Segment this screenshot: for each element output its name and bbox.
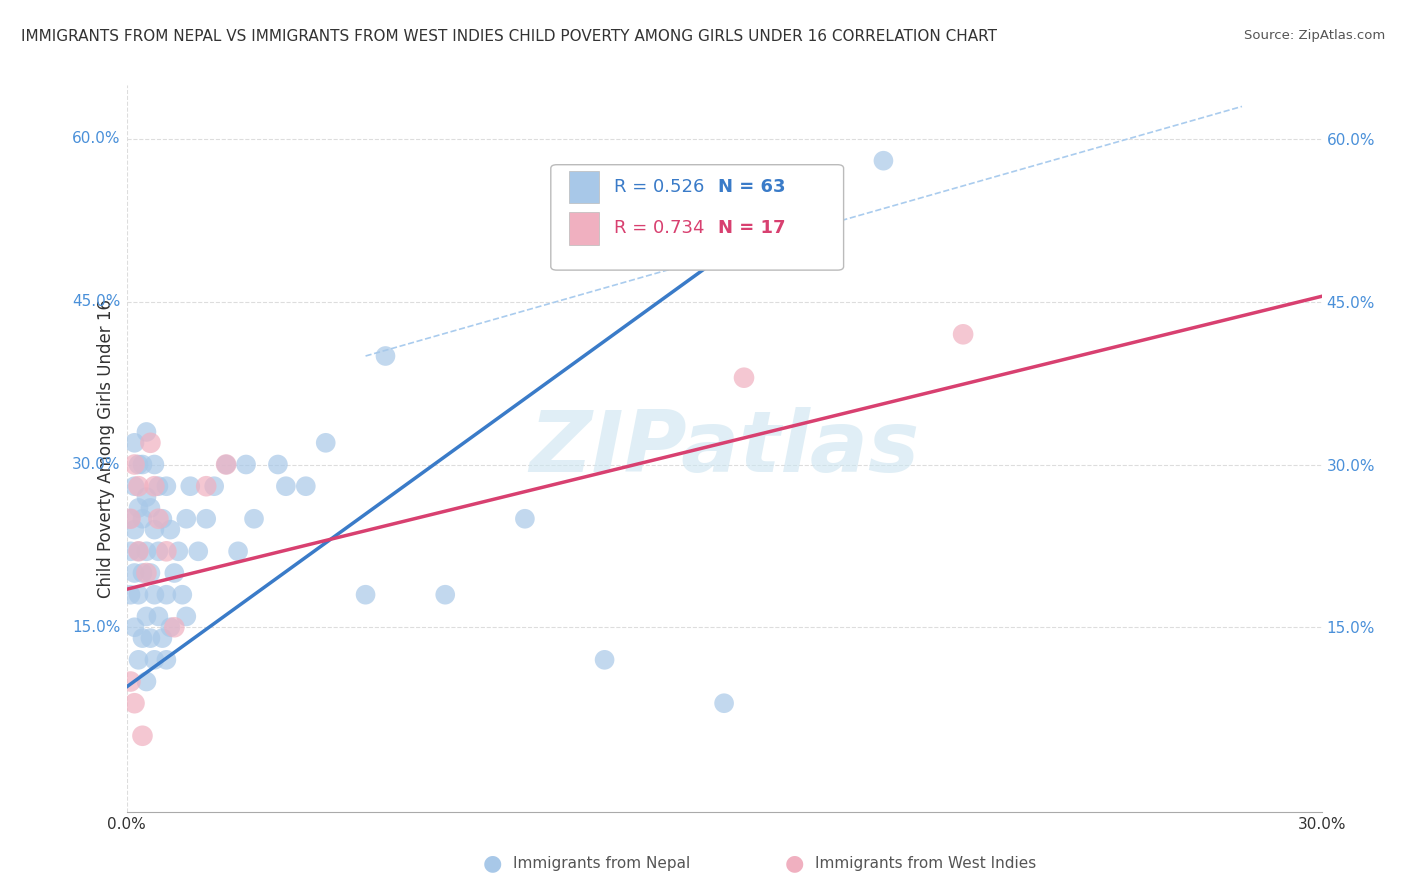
Text: N = 17: N = 17 — [718, 219, 786, 237]
Point — [135, 674, 157, 689]
Point — [148, 609, 170, 624]
Point — [434, 588, 457, 602]
Point — [872, 153, 894, 168]
Point — [150, 512, 174, 526]
Point — [172, 588, 194, 602]
Text: 30.0%: 30.0% — [72, 457, 121, 472]
Point — [713, 696, 735, 710]
Text: R = 0.734: R = 0.734 — [614, 219, 704, 237]
Point — [143, 653, 166, 667]
Point — [155, 479, 177, 493]
Point — [131, 631, 153, 645]
Point — [127, 653, 149, 667]
Point — [124, 620, 146, 634]
Point — [274, 479, 297, 493]
Point — [733, 370, 755, 384]
Text: 45.0%: 45.0% — [72, 294, 121, 310]
Text: Source: ZipAtlas.com: Source: ZipAtlas.com — [1244, 29, 1385, 42]
Point — [215, 458, 238, 472]
Point — [127, 544, 149, 558]
Point — [195, 479, 218, 493]
Point — [131, 512, 153, 526]
Point — [513, 512, 536, 526]
Point — [148, 479, 170, 493]
Point — [124, 696, 146, 710]
Point — [139, 566, 162, 580]
Point — [139, 631, 162, 645]
Point — [124, 566, 146, 580]
Point — [215, 458, 238, 472]
Point — [135, 609, 157, 624]
Point — [135, 490, 157, 504]
Point — [120, 512, 142, 526]
Point — [267, 458, 290, 472]
Bar — [568, 170, 599, 203]
Point — [143, 588, 166, 602]
Point — [127, 500, 149, 515]
Point — [593, 653, 616, 667]
Point — [120, 674, 142, 689]
Point — [187, 544, 209, 558]
Point — [143, 523, 166, 537]
Point — [315, 435, 337, 450]
Point — [202, 479, 225, 493]
Point — [124, 435, 146, 450]
Point — [155, 653, 177, 667]
Point — [148, 544, 170, 558]
Point — [159, 523, 181, 537]
Text: ZIPatlas: ZIPatlas — [529, 407, 920, 490]
Point — [294, 479, 316, 493]
Point — [143, 458, 166, 472]
Point — [131, 729, 153, 743]
Point — [159, 620, 181, 634]
Text: ●: ● — [482, 854, 502, 873]
FancyBboxPatch shape — [551, 165, 844, 270]
Point — [131, 566, 153, 580]
Point — [163, 566, 186, 580]
Point — [374, 349, 396, 363]
Point — [124, 523, 146, 537]
Text: 60.0%: 60.0% — [72, 131, 121, 146]
Point — [243, 512, 266, 526]
Point — [163, 620, 186, 634]
Point — [135, 544, 157, 558]
Point — [143, 479, 166, 493]
Point — [127, 588, 149, 602]
Point — [135, 566, 157, 580]
Point — [174, 512, 197, 526]
Text: Immigrants from West Indies: Immigrants from West Indies — [815, 856, 1036, 871]
Point — [167, 544, 190, 558]
Point — [120, 544, 142, 558]
Point — [195, 512, 218, 526]
Point — [952, 327, 974, 342]
Y-axis label: Child Poverty Among Girls Under 16: Child Poverty Among Girls Under 16 — [97, 299, 115, 598]
Point — [120, 588, 142, 602]
Point — [235, 458, 257, 472]
Point — [174, 609, 197, 624]
Point — [139, 500, 162, 515]
Text: 15.0%: 15.0% — [72, 620, 121, 635]
Text: N = 63: N = 63 — [718, 178, 786, 195]
Text: IMMIGRANTS FROM NEPAL VS IMMIGRANTS FROM WEST INDIES CHILD POVERTY AMONG GIRLS U: IMMIGRANTS FROM NEPAL VS IMMIGRANTS FROM… — [21, 29, 997, 44]
Text: ●: ● — [785, 854, 804, 873]
Point — [127, 479, 149, 493]
Point — [120, 512, 142, 526]
Text: Immigrants from Nepal: Immigrants from Nepal — [513, 856, 690, 871]
Point — [124, 458, 146, 472]
Point — [139, 435, 162, 450]
Point — [127, 458, 149, 472]
Point — [124, 479, 146, 493]
Bar — [568, 212, 599, 244]
Point — [155, 544, 177, 558]
Point — [354, 588, 377, 602]
Point — [148, 512, 170, 526]
Point — [135, 425, 157, 439]
Point — [226, 544, 249, 558]
Text: R = 0.526: R = 0.526 — [614, 178, 704, 195]
Point — [179, 479, 201, 493]
Point — [150, 631, 174, 645]
Point — [155, 588, 177, 602]
Point — [127, 544, 149, 558]
Point — [131, 458, 153, 472]
